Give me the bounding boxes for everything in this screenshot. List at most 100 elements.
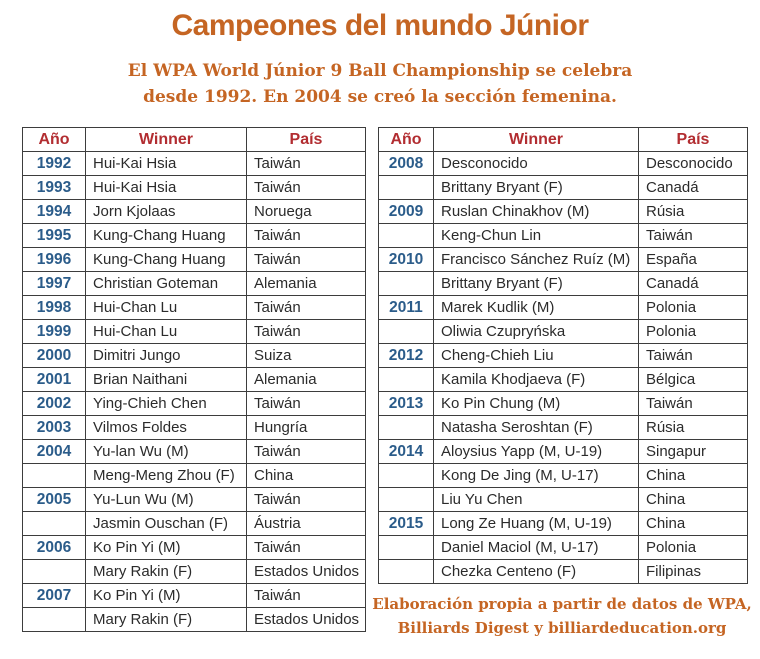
year-cell: 1993 bbox=[22, 175, 86, 200]
table-row: 2010 Francisco Sánchez Ruíz (M) España bbox=[378, 247, 748, 272]
year-cell: 2013 bbox=[378, 391, 434, 416]
country-cell: Noruega bbox=[246, 199, 366, 224]
champions-table-1992-2007: Año Winner País 1992 Hui-Kai Hsia Taiwán 1993 H… bbox=[22, 127, 366, 632]
table-row: 1992 Hui-Kai Hsia Taiwán bbox=[22, 151, 366, 176]
table-row: Meng-Meng Zhou (F) China bbox=[22, 463, 366, 488]
table-row: 2002 Ying-Chieh Chen Taiwán bbox=[22, 391, 366, 416]
year-cell bbox=[378, 463, 434, 488]
year-cell: 2007 bbox=[22, 583, 86, 608]
country-cell: Estados Unidos bbox=[246, 607, 366, 632]
table-row: 2005 Yu-Lun Wu (M) Taiwán bbox=[22, 487, 366, 512]
winner-cell: Vilmos Foldes bbox=[85, 415, 247, 440]
year-cell: 2010 bbox=[378, 247, 434, 272]
winner-cell: Meng-Meng Zhou (F) bbox=[85, 463, 247, 488]
page-title: Campeones del mundo Júnior bbox=[171, 9, 589, 42]
year-cell bbox=[22, 463, 86, 488]
country-cell: Taiwán bbox=[246, 319, 366, 344]
country-cell: Canadá bbox=[638, 271, 748, 296]
winner-cell: Kung-Chang Huang bbox=[85, 247, 247, 272]
winner-cell: Long Ze Huang (M, U-19) bbox=[433, 511, 639, 536]
country-cell: Rúsia bbox=[638, 415, 748, 440]
table-row: 2006 Ko Pin Yi (M) Taiwán bbox=[22, 535, 366, 560]
country-cell: China bbox=[638, 487, 748, 512]
subtitle-line-1: El WPA World Júnior 9 Ball Championship … bbox=[127, 61, 633, 81]
country-cell: Taiwán bbox=[246, 487, 366, 512]
table-row: Kamila Khodjaeva (F) Bélgica bbox=[378, 367, 748, 392]
year-cell: 2005 bbox=[22, 487, 86, 512]
winner-cell: Brian Naithani bbox=[85, 367, 247, 392]
winner-cell: Aloysius Yapp (M, U-19) bbox=[433, 439, 639, 464]
winner-cell: Chezka Centeno (F) bbox=[433, 559, 639, 584]
winner-cell: Brittany Bryant (F) bbox=[433, 271, 639, 296]
country-cell: Taiwán bbox=[638, 223, 748, 248]
winner-cell: Hui-Kai Hsia bbox=[85, 175, 247, 200]
table-row: Brittany Bryant (F) Canadá bbox=[378, 175, 748, 200]
country-cell: Polonia bbox=[638, 319, 748, 344]
column-header-year: Año bbox=[378, 127, 434, 152]
year-cell bbox=[378, 367, 434, 392]
country-cell: Áustria bbox=[246, 511, 366, 536]
year-cell bbox=[22, 559, 86, 584]
country-cell: Polonia bbox=[638, 295, 748, 320]
column-header-country: País bbox=[638, 127, 748, 152]
winner-cell: Liu Yu Chen bbox=[433, 487, 639, 512]
column-header-year: Año bbox=[22, 127, 86, 152]
table-row: Jasmin Ouschan (F) Áustria bbox=[22, 511, 366, 536]
winner-cell: Dimitri Jungo bbox=[85, 343, 247, 368]
country-cell: China bbox=[638, 511, 748, 536]
winner-cell: Mary Rakin (F) bbox=[85, 559, 247, 584]
winner-cell: Kung-Chang Huang bbox=[85, 223, 247, 248]
table-row: 2004 Yu-lan Wu (M) Taiwán bbox=[22, 439, 366, 464]
country-cell: Taiwán bbox=[246, 535, 366, 560]
year-cell: 2000 bbox=[22, 343, 86, 368]
winner-cell: Christian Goteman bbox=[85, 271, 247, 296]
winner-cell: Ko Pin Yi (M) bbox=[85, 583, 247, 608]
table-row: 1998 Hui-Chan Lu Taiwán bbox=[22, 295, 366, 320]
table-row: Oliwia Czupryńska Polonia bbox=[378, 319, 748, 344]
year-cell: 2006 bbox=[22, 535, 86, 560]
year-cell: 2001 bbox=[22, 367, 86, 392]
year-cell: 2004 bbox=[22, 439, 86, 464]
winner-cell: Cheng-Chieh Liu bbox=[433, 343, 639, 368]
column-header-country: País bbox=[246, 127, 366, 152]
country-cell: Desconocido bbox=[638, 151, 748, 176]
winner-cell: Jasmin Ouschan (F) bbox=[85, 511, 247, 536]
country-cell: Estados Unidos bbox=[246, 559, 366, 584]
subtitle-line-2: desde 1992. En 2004 se creó la sección f… bbox=[143, 87, 617, 107]
year-cell bbox=[378, 535, 434, 560]
winner-cell: Francisco Sánchez Ruíz (M) bbox=[433, 247, 639, 272]
table-row: 2012 Cheng-Chieh Liu Taiwán bbox=[378, 343, 748, 368]
year-cell: 2011 bbox=[378, 295, 434, 320]
table-row: 2015 Long Ze Huang (M, U-19) China bbox=[378, 511, 748, 536]
winner-cell: Ruslan Chinakhov (M) bbox=[433, 199, 639, 224]
table-row: 1999 Hui-Chan Lu Taiwán bbox=[22, 319, 366, 344]
winner-cell: Jorn Kjolaas bbox=[85, 199, 247, 224]
winner-cell: Yu-Lun Wu (M) bbox=[85, 487, 247, 512]
header-row: Año Winner País bbox=[378, 127, 748, 152]
winner-cell: Kong De Jing (M, U-17) bbox=[433, 463, 639, 488]
winner-cell: Ko Pin Yi (M) bbox=[85, 535, 247, 560]
year-cell: 2014 bbox=[378, 439, 434, 464]
country-cell: Taiwán bbox=[246, 391, 366, 416]
year-cell: 2009 bbox=[378, 199, 434, 224]
year-cell: 1997 bbox=[22, 271, 86, 296]
table-row: 2007 Ko Pin Yi (M) Taiwán bbox=[22, 583, 366, 608]
table-row: Natasha Seroshtan (F) Rúsia bbox=[378, 415, 748, 440]
year-cell: 1998 bbox=[22, 295, 86, 320]
country-cell: Taiwán bbox=[246, 151, 366, 176]
year-cell: 1992 bbox=[22, 151, 86, 176]
table-row: 2003 Vilmos Foldes Hungría bbox=[22, 415, 366, 440]
country-cell: Taiwán bbox=[246, 175, 366, 200]
country-cell: Taiwán bbox=[246, 583, 366, 608]
country-cell: China bbox=[246, 463, 366, 488]
year-cell: 2015 bbox=[378, 511, 434, 536]
table-row: Keng-Chun Lin Taiwán bbox=[378, 223, 748, 248]
country-cell: Taiwán bbox=[246, 247, 366, 272]
year-cell bbox=[22, 511, 86, 536]
year-cell bbox=[378, 415, 434, 440]
winner-cell: Daniel Maciol (M, U-17) bbox=[433, 535, 639, 560]
source-note-line-2: Billiards Digest y billiardeducation.org bbox=[397, 619, 727, 637]
year-cell bbox=[378, 271, 434, 296]
winner-cell: Brittany Bryant (F) bbox=[433, 175, 639, 200]
table-row: 2008 Desconocido Desconocido bbox=[378, 151, 748, 176]
